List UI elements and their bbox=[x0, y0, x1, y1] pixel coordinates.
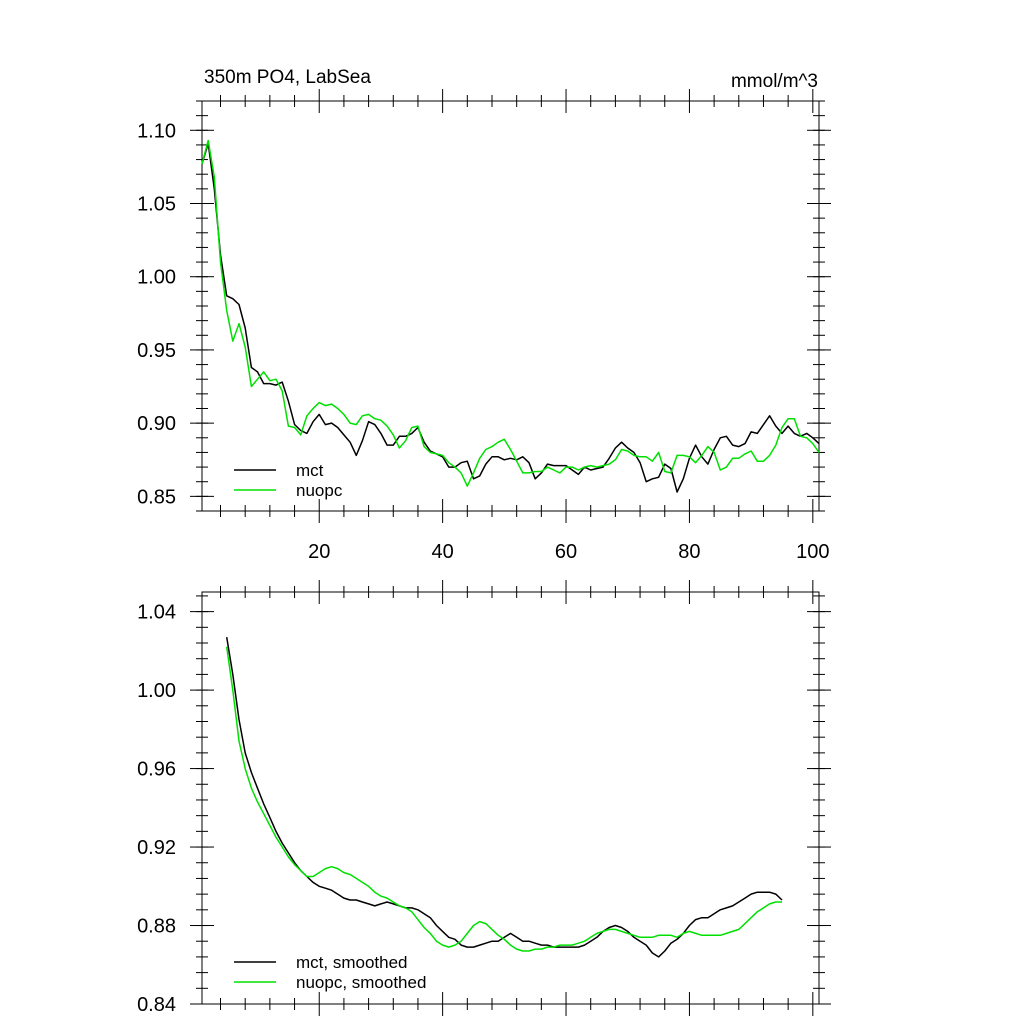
series-lines bbox=[225, 636, 783, 958]
y-tick-label: 0.84 bbox=[137, 994, 176, 1016]
series-line-mct-smoothed bbox=[225, 636, 783, 958]
legend: mct nuopc bbox=[234, 461, 343, 500]
x-axis-tick-labels: 20 40 60 80 100 bbox=[308, 541, 829, 563]
y-tick-label: 0.85 bbox=[137, 486, 176, 508]
plot-frame bbox=[201, 591, 820, 1005]
series-line-mct bbox=[201, 142, 820, 493]
legend-label-nuopc-smoothed: nuopc, smoothed bbox=[296, 973, 426, 992]
y-axis-tick-labels: 0.84 0.88 0.92 0.96 1.00 1.04 bbox=[137, 602, 176, 1016]
legend-label-mct-smoothed: mct, smoothed bbox=[296, 953, 408, 972]
y-axis-tick-labels: 0.85 0.90 0.95 1.00 1.05 1.10 bbox=[137, 120, 176, 508]
axis-ticks bbox=[190, 89, 831, 523]
top-panel: 350m PO4, LabSea mmol/m^3 0.85 0.90 0.95 1.… bbox=[137, 67, 831, 563]
series-line-nuopc-smoothed bbox=[225, 646, 782, 952]
y-tick-label: 1.00 bbox=[137, 267, 176, 289]
x-tick-label: 100 bbox=[796, 541, 829, 563]
y-tick-label: 1.10 bbox=[137, 120, 176, 142]
series-line-nuopc bbox=[201, 139, 820, 487]
y-tick-label: 0.92 bbox=[137, 837, 176, 859]
x-tick-label: 40 bbox=[432, 541, 454, 563]
axis-ticks bbox=[190, 580, 831, 1016]
y-tick-label: 1.00 bbox=[137, 680, 176, 702]
units-label: mmol/m^3 bbox=[731, 71, 818, 92]
legend-label-nuopc: nuopc bbox=[296, 481, 343, 500]
y-tick-label: 1.04 bbox=[137, 602, 176, 624]
y-tick-label: 1.05 bbox=[137, 194, 176, 216]
x-tick-label: 80 bbox=[678, 541, 700, 563]
series-lines bbox=[201, 139, 820, 493]
x-tick-label: 20 bbox=[308, 541, 330, 563]
bottom-panel: 0.84 0.88 0.92 0.96 1.00 1.04 mct, smoothed n… bbox=[137, 580, 831, 1016]
y-tick-label: 0.95 bbox=[137, 340, 176, 362]
y-tick-label: 0.90 bbox=[137, 413, 176, 435]
y-tick-label: 0.96 bbox=[137, 759, 176, 781]
chart-title: 350m PO4, LabSea bbox=[204, 67, 371, 88]
x-tick-label: 60 bbox=[555, 541, 577, 563]
legend: mct, smoothed nuopc, smoothed bbox=[234, 953, 426, 992]
y-tick-label: 0.88 bbox=[137, 916, 176, 938]
legend-label-mct: mct bbox=[296, 461, 324, 480]
